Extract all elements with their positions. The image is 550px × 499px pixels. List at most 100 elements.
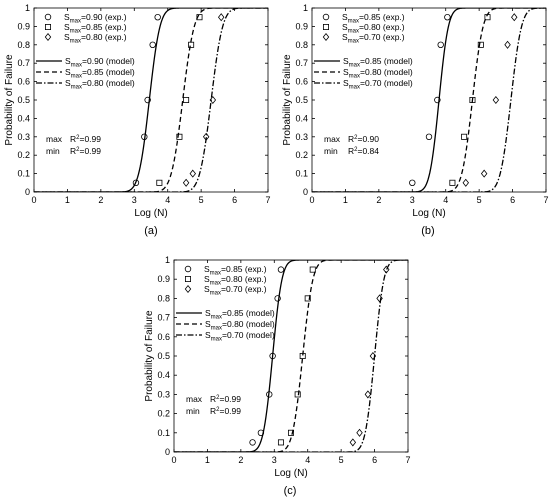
legend-label-model: Smax=0.80 (model)	[65, 78, 135, 91]
y-tick-label: 0.5	[17, 95, 30, 105]
data-point-square	[188, 41, 195, 48]
panel-caption: (a)	[144, 225, 157, 237]
legend-marker-square	[184, 275, 191, 282]
data-point-square	[196, 14, 203, 21]
y-tick-label: 0.2	[295, 150, 308, 160]
data-point-circle	[425, 133, 433, 140]
y-tick-label: 0.4	[295, 113, 308, 123]
data-point-square	[287, 429, 294, 436]
legend-label-model: Smax=0.70 (model)	[343, 78, 413, 91]
x-tick-label: 6	[232, 195, 237, 205]
data-point-circle	[269, 352, 276, 360]
data-point-square	[156, 179, 163, 186]
data-point-square	[176, 133, 183, 140]
y-tick-label: 0.2	[17, 150, 30, 160]
y-tick-label: 0	[303, 187, 308, 197]
y-tick-label: 0.3	[17, 132, 30, 142]
y-tick-label: 0.8	[157, 293, 170, 303]
y-tick-label: 0.6	[157, 332, 170, 342]
data-point-square	[484, 14, 491, 21]
data-point-square	[304, 295, 311, 302]
data-point-square	[183, 97, 190, 104]
y-tick-label: 0.8	[295, 40, 308, 50]
data-point-circle	[141, 133, 148, 140]
data-point-square	[294, 391, 301, 398]
data-point-circle	[257, 429, 265, 436]
y-axis-label: Probability of Failure	[4, 54, 15, 146]
x-tick-label: 7	[405, 455, 410, 465]
data-point-diamond	[364, 390, 372, 399]
legend-label-model: Smax=0.70 (model)	[205, 330, 275, 343]
y-tick-label: 0.9	[295, 21, 308, 31]
panel-caption: (c)	[284, 485, 297, 497]
x-tick-label: 1	[343, 195, 348, 205]
legend-label-model: Smax=0.90 (model)	[65, 56, 135, 69]
x-tick-label: 0	[31, 195, 36, 205]
legend-label-model: Smax=0.85 (model)	[343, 56, 413, 69]
x-tick-label: 2	[98, 195, 103, 205]
stat-r2-value: =0.84	[357, 146, 379, 156]
data-point-diamond	[383, 265, 390, 274]
data-point-diamond	[376, 294, 383, 303]
y-tick-label: 0	[165, 447, 170, 457]
data-point-circle	[409, 179, 416, 186]
y-tick-label: 1	[165, 255, 170, 265]
y-tick-label: 0.6	[295, 77, 308, 87]
x-tick-label: 6	[510, 195, 515, 205]
stat-r2-value: =0.99	[219, 394, 241, 404]
y-tick-label: 0.3	[157, 389, 170, 399]
legend-marker-diamond	[184, 284, 192, 294]
data-point-square	[477, 41, 484, 48]
y-tick-label: 0.4	[17, 113, 30, 123]
y-tick-label: 1	[25, 3, 30, 13]
y-tick-label: 0.8	[17, 40, 30, 50]
data-point-square	[277, 439, 284, 446]
data-point-diamond	[356, 428, 363, 437]
stat-r2: R2=0.90	[348, 134, 379, 144]
x-tick-label: 1	[205, 455, 210, 465]
legend-marker-circle	[184, 265, 192, 273]
data-point-square	[461, 133, 468, 140]
stat-label-min: min	[46, 146, 60, 156]
y-axis-label: Probability of Failure	[282, 54, 293, 146]
legend-label-model: Smax=0.80 (model)	[343, 67, 413, 80]
legend-marker-diamond	[44, 32, 52, 42]
panel-c: 0 1 2 3 4 5 6 7 0 0.1 0.2 0.3 0.4 0.5 0.6 0.7 0.8 0.9 1 Log…	[144, 255, 411, 497]
x-tick-label: 4	[165, 195, 170, 205]
data-point-circle	[249, 439, 256, 446]
legend-label-model: Smax=0.80 (model)	[205, 319, 275, 332]
data-point-diamond	[504, 40, 511, 49]
model-curve-1	[34, 8, 268, 192]
data-point-diamond	[462, 178, 469, 187]
panel-caption: (b)	[421, 225, 434, 237]
stat-label-min: min	[186, 406, 200, 416]
x-axis-label: Log (N)	[134, 208, 167, 219]
x-tick-label: 2	[238, 455, 243, 465]
data-point-diamond	[217, 13, 225, 22]
x-tick-label: 6	[372, 455, 377, 465]
stat-label-max: max	[324, 134, 341, 144]
y-tick-label: 1	[303, 3, 308, 13]
panel-b: 0 1 2 3 4 5 6 7 0 0.1 0.2 0.3 0.4 0.5 0.6 0.7 0.8 0.9 1 Log…	[282, 3, 549, 237]
y-tick-label: 0	[25, 187, 30, 197]
data-point-square	[309, 266, 316, 273]
x-tick-label: 0	[171, 455, 176, 465]
y-tick-label: 0.4	[157, 370, 170, 380]
data-point-circle	[437, 41, 444, 48]
stat-r2-value: =0.99	[79, 146, 101, 156]
data-point-diamond	[369, 351, 377, 361]
x-tick-label: 5	[477, 195, 482, 205]
x-tick-label: 7	[543, 195, 548, 205]
legend-marker-square	[45, 23, 52, 30]
model-curve-2	[174, 260, 408, 452]
data-point-circle	[132, 179, 140, 186]
data-point-square	[449, 179, 456, 186]
x-axis-label: Log (N)	[412, 208, 445, 219]
data-point-circle	[277, 266, 285, 273]
stat-r2: R2=0.99	[210, 394, 241, 404]
data-point-diamond	[209, 95, 217, 105]
x-tick-label: 1	[65, 195, 70, 205]
data-point-circle	[144, 96, 151, 104]
legend-marker-circle	[44, 13, 52, 21]
y-tick-label: 0.6	[17, 77, 30, 87]
